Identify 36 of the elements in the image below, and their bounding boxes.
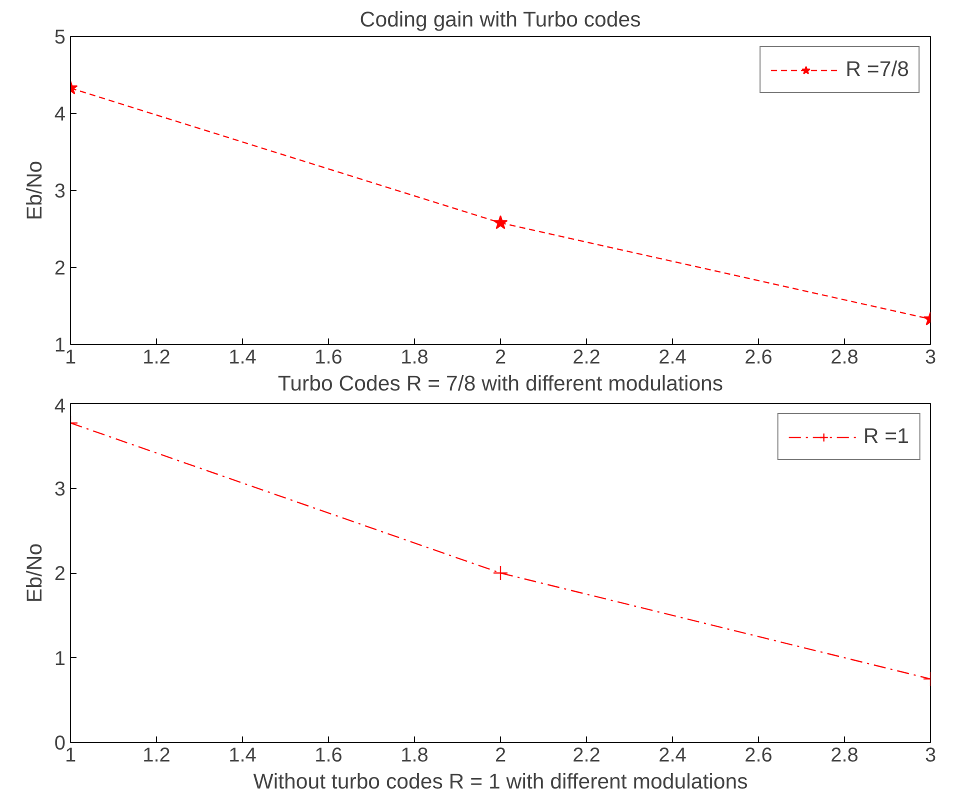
y-tick-label: 2 — [54, 258, 66, 280]
y-tick-label: 4 — [54, 396, 66, 418]
y-tick-label: 1 — [54, 648, 66, 670]
x-tick-label: 2.8 — [830, 744, 858, 766]
x-tick-label: 2.4 — [658, 744, 686, 766]
x-tick-label: 2.2 — [572, 744, 600, 766]
x-tick-label: 1.8 — [400, 744, 428, 766]
x-tick-label: 1.4 — [228, 744, 256, 766]
x-tick-label: 1.6 — [314, 346, 342, 368]
y-tick-label: 3 — [54, 180, 66, 202]
x-tick-label: 2.2 — [572, 346, 600, 368]
x-tick-label: 1.2 — [142, 346, 170, 368]
y-tick-label: 2 — [54, 563, 66, 585]
x-tick-label: 2 — [494, 346, 506, 368]
x-axis-title: Turbo Codes R = 7/8 with different modulations — [278, 372, 724, 396]
x-axis-title: Without turbo codes R = 1 with different modulations — [253, 770, 748, 794]
x-tick-label: 1.4 — [228, 346, 256, 368]
y-axis-title: Eb/No — [22, 543, 46, 603]
y-tick-label: 0 — [54, 732, 66, 754]
y-tick-label: 3 — [54, 478, 66, 500]
x-tick-label: 1.6 — [314, 744, 342, 766]
x-tick-label: 2.4 — [658, 346, 686, 368]
x-tick-label: 2.6 — [744, 346, 772, 368]
legend-label: R =1 — [863, 424, 909, 449]
x-tick-label: 2 — [494, 744, 506, 766]
y-axis-title: Eb/No — [22, 160, 46, 220]
y-tick-label: 4 — [54, 104, 66, 126]
x-tick-label: 3 — [924, 744, 936, 766]
x-tick-label: 1.2 — [142, 744, 170, 766]
x-tick-label: 3 — [924, 346, 936, 368]
y-tick-label: 5 — [54, 26, 66, 48]
x-tick-label: 2.8 — [830, 346, 858, 368]
legend-label: R =7/8 — [846, 57, 909, 82]
x-tick-label: 2.6 — [744, 744, 772, 766]
x-tick-label: 1.8 — [400, 346, 428, 368]
chart-title: Coding gain with Turbo codes — [360, 8, 641, 32]
